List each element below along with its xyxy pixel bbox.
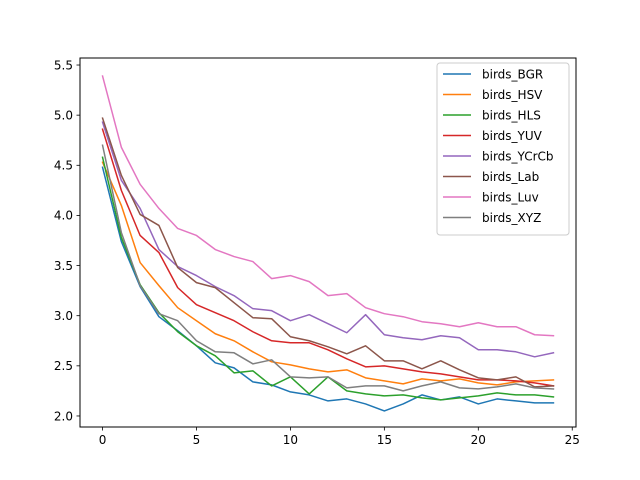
legend-label-birds_HSV: birds_HSV — [482, 88, 543, 102]
legend-label-birds_XYZ: birds_XYZ — [482, 211, 541, 225]
legend: birds_BGR birds_HSV birds_HLS birds_YUVbird… — [436, 62, 570, 236]
legend-label-birds_BGR: birds_BGR — [482, 67, 543, 81]
x-tick-label: 10 — [283, 433, 298, 447]
legend-label-birds_YCrCb: birds_YCrCb — [482, 149, 554, 163]
y-tick-label: 2.5 — [54, 359, 73, 373]
y-tick-label: 5.0 — [54, 108, 73, 122]
y-tick-label: 2.0 — [54, 409, 73, 423]
y-axis: 2.0 2.5 3.0 3.5 4.0 4.5 5.0 5.5 — [54, 58, 80, 423]
legend-box — [436, 62, 570, 236]
y-tick-label: 3.0 — [54, 309, 73, 323]
series-line-birds_Lab — [101, 117, 555, 388]
y-tick-label: 4.5 — [54, 159, 73, 173]
legend-label-birds_Luv: birds_Luv — [482, 190, 539, 204]
x-tick-label: 20 — [471, 433, 486, 447]
y-tick-label: 4.0 — [54, 209, 73, 223]
x-tick-label: 15 — [377, 433, 392, 447]
series-line-birds_Luv — [101, 75, 555, 337]
x-axis: 0 5 10 15 20 25 — [99, 427, 580, 447]
y-tick-label: 3.5 — [54, 259, 73, 273]
plot-frame — [79, 57, 577, 428]
series-line-birds_YUV — [101, 128, 555, 387]
legend-label-birds_YUV: birds_YUV — [482, 129, 543, 143]
series-line-birds_HSV — [101, 161, 555, 386]
x-tick-label: 5 — [193, 433, 201, 447]
x-tick-label: 0 — [99, 433, 107, 447]
legend-label-birds_Lab: birds_Lab — [482, 170, 539, 184]
y-tick-label: 5.5 — [54, 58, 73, 72]
series-layer — [101, 75, 555, 412]
legend-label-birds_HLS: birds_HLS — [482, 108, 541, 122]
x-tick-label: 25 — [565, 433, 580, 447]
series-line-birds_XYZ — [101, 144, 555, 392]
